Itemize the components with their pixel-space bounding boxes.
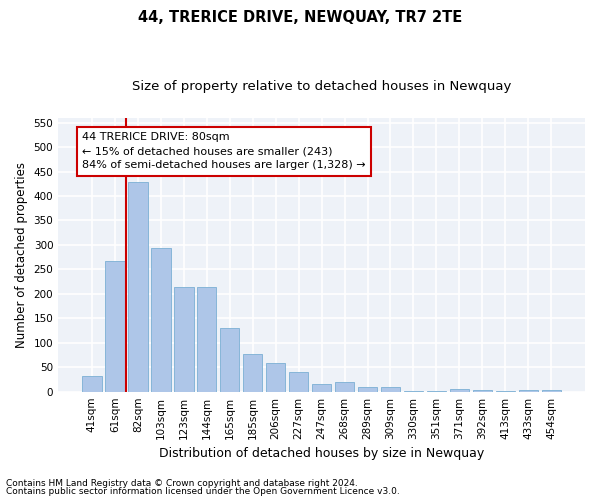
Bar <box>312 384 331 392</box>
Title: Size of property relative to detached houses in Newquay: Size of property relative to detached ho… <box>132 80 511 93</box>
Bar <box>381 387 400 392</box>
Bar <box>197 286 217 392</box>
Bar <box>335 382 355 392</box>
Bar <box>358 388 377 392</box>
Bar <box>220 328 239 392</box>
Y-axis label: Number of detached properties: Number of detached properties <box>15 162 28 348</box>
Bar <box>151 248 170 392</box>
Bar <box>542 390 561 392</box>
Bar <box>174 286 194 392</box>
Bar <box>404 390 423 392</box>
Text: 44 TRERICE DRIVE: 80sqm
← 15% of detached houses are smaller (243)
84% of semi-d: 44 TRERICE DRIVE: 80sqm ← 15% of detache… <box>82 132 366 170</box>
Bar <box>289 372 308 392</box>
Bar <box>496 390 515 392</box>
Bar <box>518 390 538 392</box>
Bar <box>449 389 469 392</box>
Text: Contains HM Land Registry data © Crown copyright and database right 2024.: Contains HM Land Registry data © Crown c… <box>6 478 358 488</box>
X-axis label: Distribution of detached houses by size in Newquay: Distribution of detached houses by size … <box>159 447 484 460</box>
Text: 44, TRERICE DRIVE, NEWQUAY, TR7 2TE: 44, TRERICE DRIVE, NEWQUAY, TR7 2TE <box>138 10 462 25</box>
Bar <box>105 261 125 392</box>
Bar <box>473 390 492 392</box>
Bar <box>128 182 148 392</box>
Bar <box>243 354 262 392</box>
Bar <box>82 376 101 392</box>
Text: Contains public sector information licensed under the Open Government Licence v3: Contains public sector information licen… <box>6 487 400 496</box>
Bar <box>266 363 286 392</box>
